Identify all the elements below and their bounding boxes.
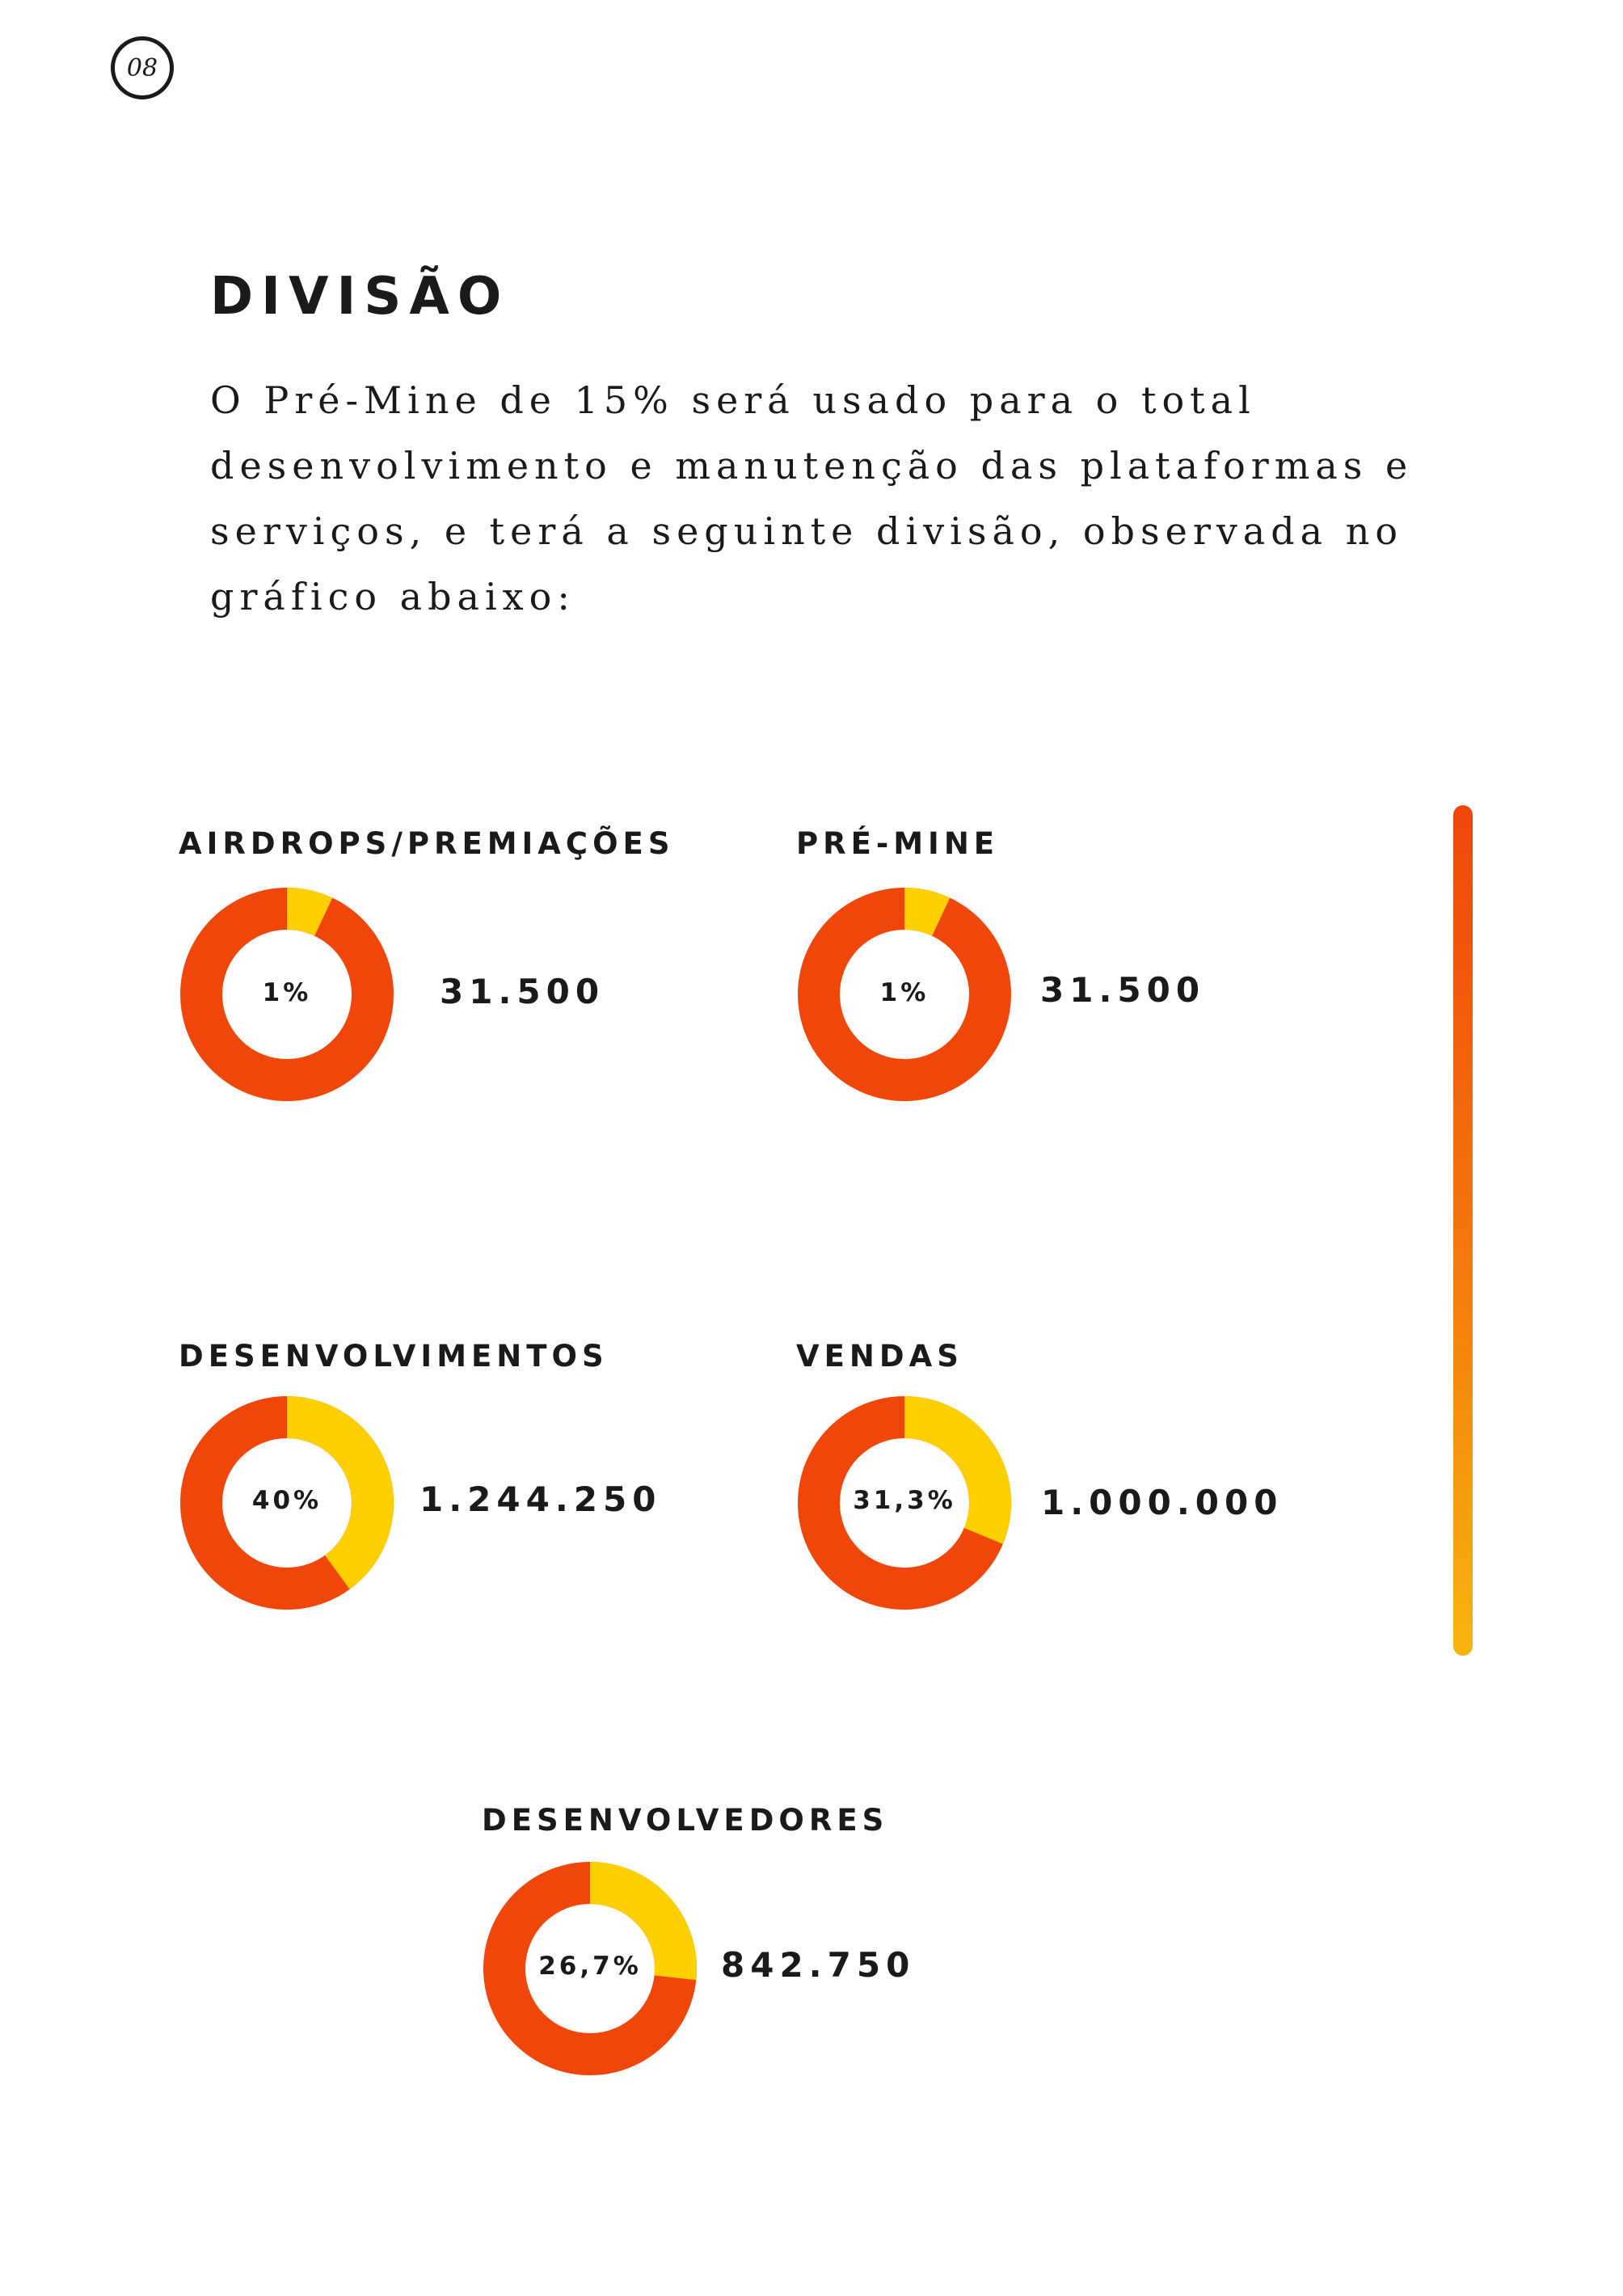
vertical-gradient-bar [1453, 805, 1473, 1656]
donut-svg [180, 1396, 394, 1610]
donut-card-vendas: VENDAS 31,3% 1.000.000 [796, 1339, 1297, 1662]
amount-label: 1.000.000 [1041, 1483, 1284, 1522]
amount-label: 1.244.250 [419, 1479, 662, 1519]
section-title: DIVISÃO [210, 267, 510, 327]
donut-svg [483, 1862, 697, 2075]
donut-chart [796, 1395, 1013, 1611]
percent-label: 1% [262, 978, 312, 1007]
donut-svg [180, 888, 394, 1101]
intro-line: serviços, e terá a seguinte divisão, obs… [210, 509, 1404, 553]
chart-title: DESENVOLVEDORES [482, 1803, 889, 1838]
donut-chart [179, 886, 395, 1103]
donut-card-desenvolvedores: DESENVOLVEDORES 26,7% 842.750 [482, 1803, 983, 2126]
donut-chart [179, 1395, 395, 1611]
chart-title: AIRDROPS/PREMIAÇÕES [179, 826, 675, 861]
donut-share-segment [904, 888, 951, 936]
donut-card-pre-mine: PRÉ-MINE 1% 31.500 [796, 826, 1281, 1150]
page-number-badge: 08 [111, 36, 174, 99]
amount-label: 31.500 [440, 972, 605, 1011]
chart-title: VENDAS [796, 1339, 963, 1374]
donut-share-segment [589, 1862, 697, 1981]
donut-svg [798, 1396, 1011, 1610]
percent-label: 31,3% [853, 1486, 956, 1515]
donut-share-segment [904, 1396, 1011, 1544]
donut-share-segment [286, 1396, 394, 1589]
donut-svg [798, 888, 1011, 1101]
page-number: 08 [126, 53, 158, 82]
percent-label: 40% [251, 1486, 322, 1515]
donut-card-desenvolvimentos: DESENVOLVIMENTOS 40% 1.244.250 [179, 1339, 680, 1662]
intro-line: O Pré-Mine de 15% será usado para o tota… [210, 378, 1256, 422]
percent-label: 26,7% [538, 1952, 642, 1981]
donut-share-segment [286, 888, 333, 936]
donut-card-airdrops: AIRDROPS/PREMIAÇÕES 1% 31.500 [179, 826, 669, 1150]
intro-paragraph: O Pré-Mine de 15% será usado para o tota… [210, 368, 1471, 630]
intro-line: gráfico abaixo: [210, 575, 575, 618]
chart-title: PRÉ-MINE [796, 826, 1000, 861]
donut-chart [796, 886, 1013, 1103]
amount-label: 31.500 [1040, 970, 1206, 1010]
donut-chart [482, 1860, 698, 2077]
chart-title: DESENVOLVIMENTOS [179, 1339, 609, 1374]
amount-label: 842.750 [721, 1945, 916, 1985]
percent-label: 1% [879, 978, 930, 1007]
intro-line: desenvolvimento e manutenção das platafo… [210, 444, 1414, 487]
